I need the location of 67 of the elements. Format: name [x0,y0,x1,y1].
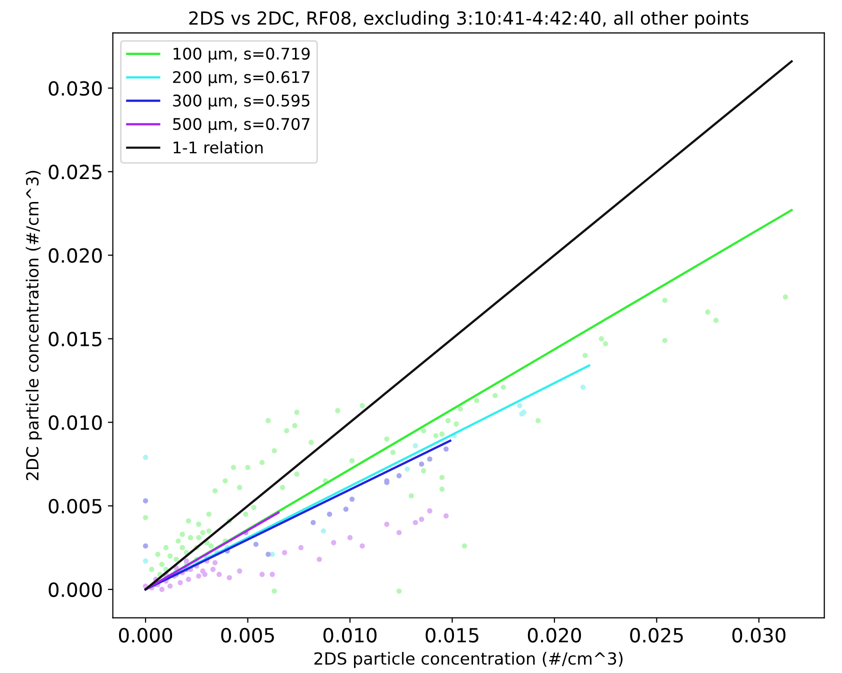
point [412,443,418,448]
point [226,575,232,580]
x-tick-label: 0.010 [323,628,377,643]
point [167,583,173,589]
point [266,552,271,557]
point [282,550,288,556]
point [427,456,432,462]
x-tick-label: 0.000 [118,628,172,643]
x-tick-label: 0.015 [426,628,478,643]
point [443,446,449,452]
point [298,545,304,550]
y-tick-label: 0.030 [48,81,102,96]
legend-label: 200 µm, s=0.617 [173,71,310,86]
y-axis-title: 2DC particle concentration (#/cm^3) [26,170,42,480]
point [331,540,336,546]
point [347,535,353,540]
legend-label: 300 µm, s=0.595 [173,94,310,110]
point [142,498,148,504]
x-axis-title: 2DS particle concentration (#/cm^3) [314,652,623,668]
point [517,403,522,408]
y-tick-label: 0.015 [48,332,102,346]
point [404,466,410,472]
point [184,558,190,564]
point [412,520,418,526]
point [212,560,218,566]
point [270,572,275,577]
point [210,566,216,572]
y-tick-label: 0.000 [48,582,102,598]
point [396,473,402,478]
y-tick-label: 0.025 [48,164,102,180]
point [186,576,192,582]
point [316,556,322,562]
legend-label: 1-1 relation [174,141,263,154]
point [418,461,424,467]
point [580,384,586,390]
legend-label: 100 µm, s=0.719 [174,48,310,63]
point [320,528,326,534]
point [349,496,355,502]
chart-title: 2DS vs 2DC, RF08, excluding 3:10:41-4:42:40, all other points [189,10,748,28]
point [236,568,242,574]
legend-label: 500 µm, s=0.707 [173,118,310,134]
x-tick-label: 0.030 [732,628,786,643]
point [253,542,259,547]
point [196,573,202,579]
x-tick-label: 0.005 [221,628,274,643]
x-tick-label: 0.025 [630,628,683,643]
point [178,580,183,586]
point [142,454,148,460]
point [200,568,206,574]
y-tick-label: 0.005 [48,498,102,514]
point [326,512,332,517]
point [343,506,348,512]
point [427,508,432,514]
point [142,558,148,564]
x-tick-label: 0.020 [528,628,581,643]
y-tick-label: 0.010 [48,415,102,430]
point [159,586,164,592]
point [310,520,316,526]
point [384,522,390,527]
point [418,516,424,522]
point [259,572,265,577]
point [396,530,402,536]
y-tick-label: 0.020 [48,248,102,263]
point [360,543,365,549]
point [142,543,148,549]
point [216,572,222,577]
point [443,513,449,518]
